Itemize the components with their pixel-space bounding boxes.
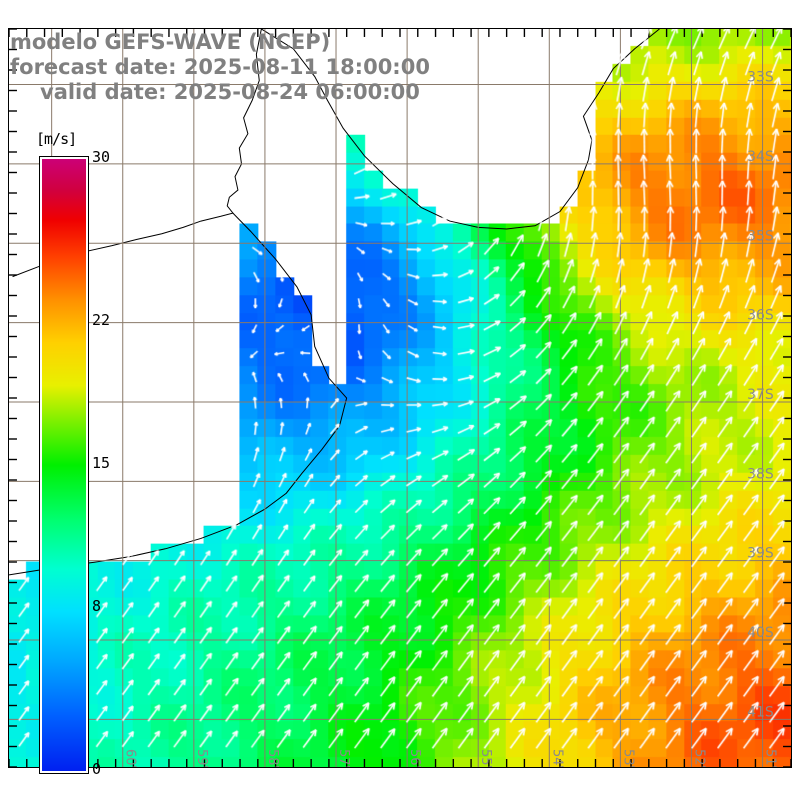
colorbar-tick-0: 0 (92, 760, 102, 778)
colorbar-tick-22: 22 (92, 311, 111, 330)
colorbar-legend: [m/s] 0 8 15 22 30 (14, 130, 134, 778)
colorbar-tick-15: 15 (92, 454, 111, 472)
colorbar-unit-label: [m/s] (36, 130, 77, 148)
colorbar-tick-30: 30 (92, 148, 111, 166)
colorbar-gradient (39, 156, 89, 774)
colorbar-tick-8: 8 (92, 596, 102, 615)
